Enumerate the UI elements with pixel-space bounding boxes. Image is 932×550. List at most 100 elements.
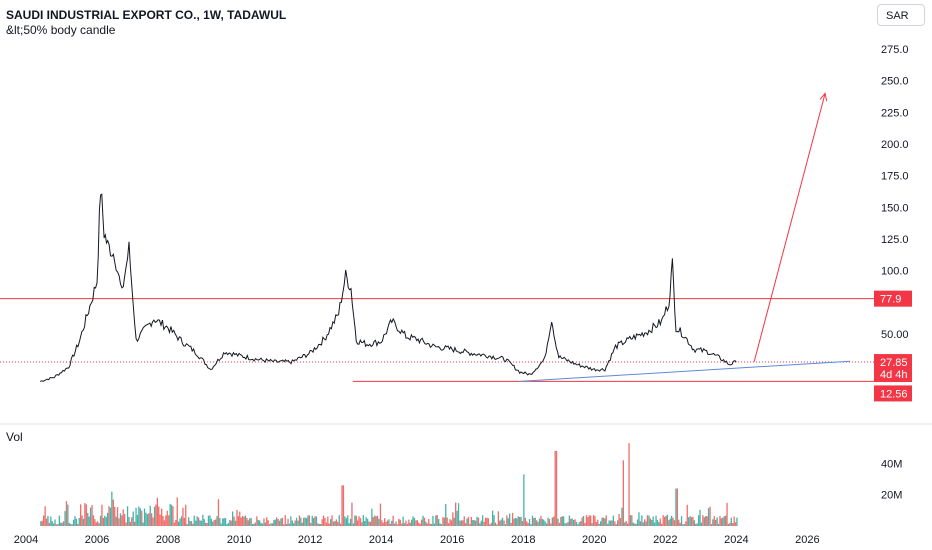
volume-bar (686, 504, 688, 526)
volume-bar (570, 518, 572, 526)
support-price-badge-bg (874, 385, 912, 402)
volume-bar (178, 521, 180, 526)
volume-bar (720, 518, 722, 526)
volume-bar (386, 520, 389, 526)
volume-bar (267, 520, 269, 526)
volume-bar (87, 512, 89, 526)
volume-bar (364, 521, 366, 526)
volume-bar (405, 520, 407, 526)
volume-bar (253, 523, 255, 526)
resistance-price-badge: 77.9 (880, 294, 901, 306)
last-price-badge: 27.85 (880, 357, 908, 369)
volume-bar (108, 506, 110, 526)
volume-bar (436, 515, 438, 526)
volume-bar (479, 523, 481, 526)
volume-bar (155, 504, 157, 526)
volume-bar (555, 450, 558, 526)
volume-bar (435, 515, 437, 526)
volume-bar (607, 523, 609, 526)
volume-bar (257, 520, 259, 526)
volume-bar (304, 517, 306, 526)
bar-countdown-badge: 4d 4h (880, 369, 908, 381)
volume-bar (622, 460, 624, 526)
volume-bar (416, 520, 418, 526)
volume-bar (689, 516, 691, 526)
volume-bar (489, 524, 491, 526)
volume-bar (504, 524, 507, 526)
volume-bar (192, 523, 194, 526)
volume-bar (682, 524, 684, 526)
volume-bar (196, 516, 198, 526)
volume-bar (713, 516, 715, 526)
volume-bar (550, 523, 552, 526)
volume-bar (577, 524, 579, 526)
volume-bar (131, 517, 133, 526)
volume-bar (234, 520, 237, 526)
volume-bar (276, 517, 278, 526)
volume-bar (425, 521, 427, 526)
volume-bar (94, 519, 96, 526)
volume-bar (644, 519, 646, 526)
volume-bar (679, 522, 681, 526)
volume-bar (298, 515, 301, 526)
volume-bar (557, 518, 559, 526)
y-tick-label: 125.0 (881, 234, 909, 246)
volume-bar (172, 506, 174, 526)
volume-bar (61, 522, 63, 526)
volume-bar (514, 517, 516, 526)
volume-bar (509, 513, 511, 526)
volume-bar (321, 519, 323, 526)
volume-bar (239, 511, 241, 526)
volume-bar (676, 488, 678, 526)
volume-bar (126, 506, 129, 526)
volume-bar (261, 523, 264, 526)
volume-bar (680, 516, 683, 526)
volume-bar (97, 521, 99, 526)
volume-bar (45, 518, 48, 526)
x-tick-label: 2018 (511, 534, 535, 546)
x-tick-label: 2010 (227, 534, 251, 546)
volume-bar (280, 518, 282, 526)
volume-bar (220, 523, 222, 526)
volume-bar (696, 523, 698, 526)
volume-bar (665, 515, 667, 526)
volume-bar (662, 515, 664, 526)
volume-bar (315, 516, 318, 526)
y-tick-label: 200.0 (881, 139, 909, 151)
volume-bar (726, 502, 728, 526)
volume-bar (307, 515, 309, 526)
volume-bar (457, 503, 460, 526)
volume-bar (365, 517, 367, 526)
volume-bar (462, 520, 464, 526)
volume-bar (592, 515, 595, 526)
currency-button[interactable]: SAR (877, 4, 925, 26)
volume-bar (213, 520, 215, 526)
volume-bar (281, 517, 283, 526)
volume-bar (78, 517, 80, 526)
volume-bar (456, 510, 458, 526)
volume-bar (291, 520, 293, 526)
volume-bar (119, 513, 122, 526)
volume-bar (536, 520, 538, 526)
volume-bar (151, 513, 153, 526)
volume-bar (205, 522, 207, 526)
y-tick-label: 50.00 (881, 329, 909, 341)
volume-bar (582, 516, 585, 526)
volume-bar (361, 522, 363, 526)
volume-bar (575, 522, 578, 526)
volume-bar (161, 508, 163, 526)
volume-bar (277, 519, 279, 526)
volume-bar (585, 515, 588, 526)
volume-bar (260, 522, 262, 526)
volume-bar (609, 520, 612, 526)
volume-bar (438, 519, 440, 526)
volume-bar (207, 515, 210, 526)
volume-bar (293, 523, 295, 526)
volume-bar (693, 520, 695, 526)
volume-bar (64, 511, 66, 526)
volume-bar (450, 520, 453, 526)
volume-bar (359, 518, 362, 526)
volume-bar (506, 515, 508, 526)
volume-bar (376, 515, 379, 526)
